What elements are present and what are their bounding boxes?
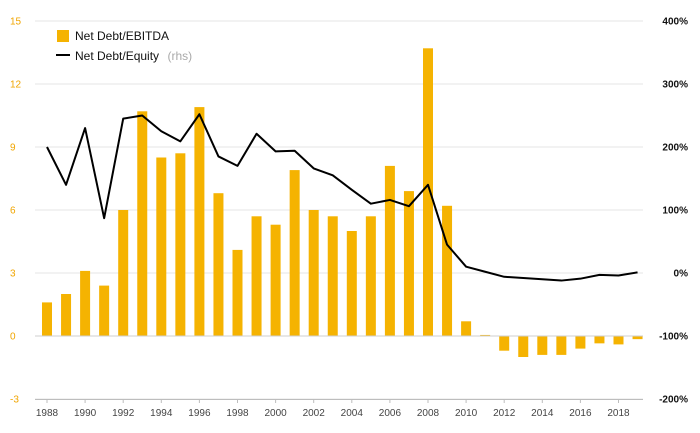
x-tick-label: 2018 [607,408,630,419]
x-tick-label: 2010 [455,408,478,419]
bar-1993 [137,111,148,336]
x-tick-label: 2004 [341,408,364,419]
bar-2014 [537,336,548,355]
x-tick-label: 2006 [379,408,402,419]
legend-label-net-debt-ebitda: Net Debt/EBITDA [75,29,169,43]
bar-1988 [42,302,52,336]
line-net-debt-equity [46,113,638,282]
bar-2012 [499,336,510,351]
bars-net-debt-ebitda [42,48,643,357]
x-tick-label: 2012 [493,408,516,419]
bar-2015 [556,336,567,355]
bar-2007 [403,191,414,336]
bar-1999 [251,216,262,336]
x-tick-label: 1992 [112,408,135,419]
x-tick-label: 2000 [264,408,287,419]
x-axis-ticks: 1988 1990 1992 1994 1996 1998 2000 2002 2004 2006… [36,399,630,419]
bar-2003 [327,216,338,336]
bar-2004 [346,231,357,336]
left-tick-label: 0 [10,332,16,343]
x-tick-label: 2002 [303,408,326,419]
right-tick-label: 400% [662,17,688,28]
bar-1998 [232,249,243,336]
x-tick-label: 2014 [531,408,554,419]
bar-2011 [480,334,491,336]
bar-1990 [80,270,91,336]
x-tick-label: 1994 [150,408,173,419]
legend-swatch-net-debt-ebitda [57,30,69,42]
zero-line [35,335,643,400]
series-line-net-debt-equity [46,113,638,282]
bar-2019 [632,336,643,340]
right-tick-label: 0% [674,269,689,280]
bar-2000 [270,224,281,336]
right-tick-label: -200% [659,395,688,406]
left-tick-label: 6 [10,206,16,217]
left-axis-ticks: -3 0 3 6 9 12 15 [10,17,22,406]
right-tick-label: 300% [662,80,688,91]
left-tick-label: 9 [10,143,16,154]
x-tick-label: 2008 [417,408,440,419]
legend-rhs-note: (rhs) [168,49,193,63]
left-tick-label: 3 [10,269,16,280]
bar-1994 [156,157,167,336]
bar-2017 [594,336,605,344]
bar-1991 [99,285,110,336]
x-tick-label: 1990 [74,408,97,419]
left-tick-label: -3 [10,395,19,406]
legend-label-net-debt-equity-group: Net Debt/Equity (rhs) [75,47,192,64]
left-tick-label: 15 [10,17,22,28]
legend: Net Debt/EBITDA Net Debt/Equity (rhs) [56,29,192,64]
left-tick-label: 12 [10,80,22,91]
bar-2016 [575,336,586,349]
x-tick-label: 2016 [569,408,592,419]
x-tick-label: 1988 [36,408,59,419]
bar-2008 [423,48,433,337]
bar-2009 [442,205,453,336]
bar-1996 [194,107,205,336]
bar-2006 [384,165,395,336]
bar-1992 [118,210,129,336]
bar-2005 [365,216,376,336]
right-axis-ticks: -200% -100% 0% 100% 200% 300% 400% [659,17,688,406]
legend-label-net-debt-equity: Net Debt/Equity [75,49,159,63]
bar-2002 [308,210,319,336]
right-tick-label: 200% [662,143,688,154]
right-tick-label: -100% [659,332,688,343]
right-tick-label: 100% [662,206,688,217]
bar-1989 [61,294,72,336]
bar-2018 [613,336,624,345]
x-tick-label: 1998 [226,408,249,419]
bar-2013 [518,336,529,357]
x-tick-label: 1996 [188,408,211,419]
bar-1995 [175,153,186,336]
bar-2001 [289,170,300,336]
bar-1997 [213,193,224,336]
bar-2010 [461,321,472,336]
